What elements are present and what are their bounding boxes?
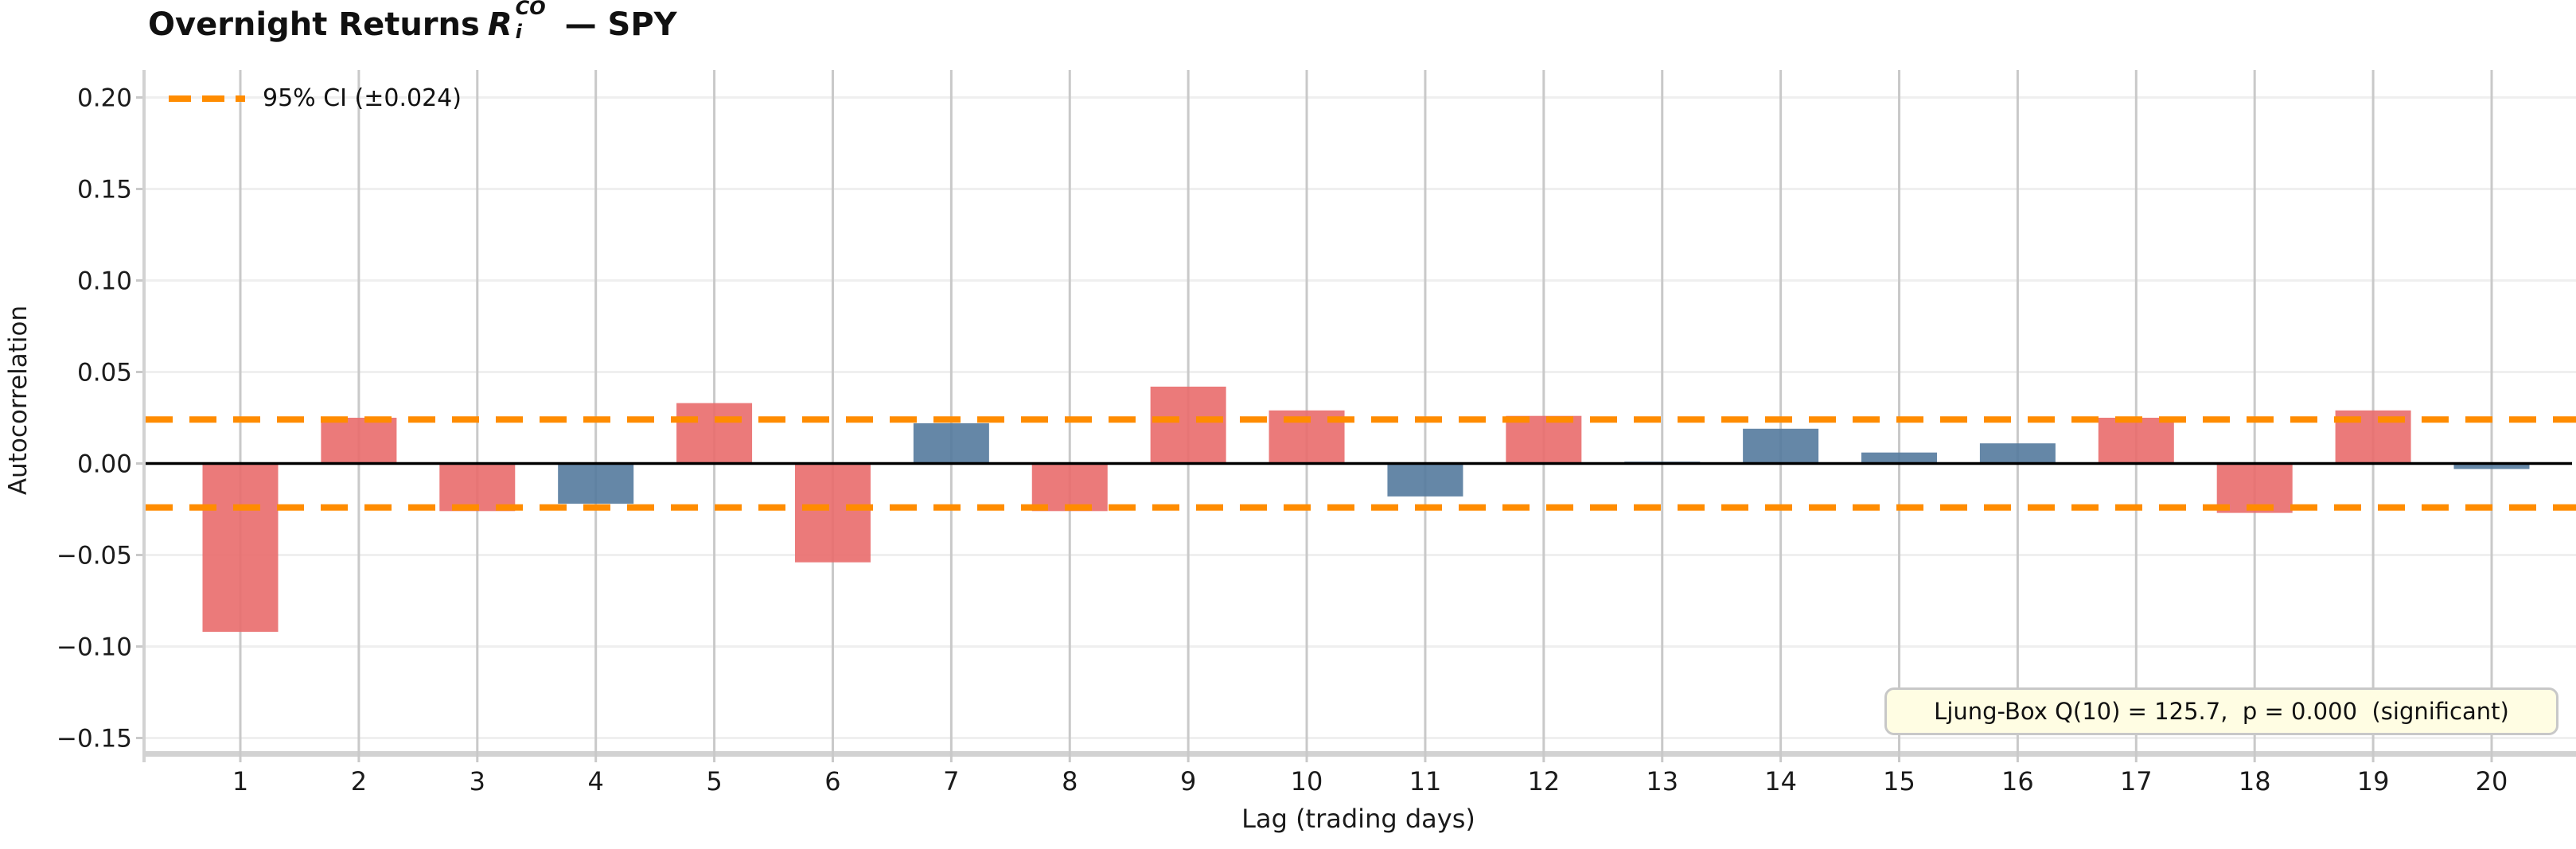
acf-bar-lag-2 <box>321 418 397 464</box>
acf-bar-lag-3 <box>439 463 516 512</box>
x-tick-label: 19 <box>2357 766 2390 796</box>
legend-label: 95% CI (±0.024) <box>263 84 462 112</box>
x-tick-label: 5 <box>706 766 722 796</box>
x-tick-label: 2 <box>351 766 367 796</box>
x-tick-label: 1 <box>232 766 248 796</box>
title-prefix: Overnight Returns <box>148 6 480 43</box>
acf-bar-lag-5 <box>676 403 753 464</box>
y-tick-label: −0.05 <box>57 542 132 571</box>
acf-bar-lag-12 <box>1506 415 1582 464</box>
x-tick-label: 6 <box>824 766 840 796</box>
x-tick-label: 16 <box>2001 766 2034 796</box>
acf-bar-lag-1 <box>202 463 279 633</box>
x-tick-label: 17 <box>2120 766 2153 796</box>
acf-bar-lag-20 <box>2453 463 2530 469</box>
acf-bar-lag-7 <box>913 423 989 464</box>
acf-bar-lag-8 <box>1031 463 1108 512</box>
acf-bar-lag-16 <box>1979 443 2056 464</box>
ci-dash-icon <box>169 95 245 102</box>
x-tick-label: 4 <box>588 766 604 796</box>
y-tick-label: 0.20 <box>77 84 132 113</box>
y-tick-label: 0.00 <box>77 450 132 479</box>
y-axis-spine <box>142 70 146 762</box>
acf-bar-lag-15 <box>1861 452 1938 464</box>
x-tick-label: 9 <box>1180 766 1196 796</box>
legend: 95% CI (±0.024) <box>169 84 462 112</box>
y-tick-label: 0.05 <box>77 359 132 388</box>
x-axis-spine <box>142 751 2576 757</box>
acf-bar-lag-11 <box>1387 463 1463 497</box>
title-r-scripts: CO i <box>515 0 546 41</box>
title-r: R <box>487 6 512 43</box>
x-tick-label: 3 <box>470 766 485 796</box>
x-tick-label: 13 <box>1646 766 1678 796</box>
title-math-symbol: R CO i <box>487 0 546 45</box>
x-tick-label: 7 <box>943 766 959 796</box>
title-suffix: — SPY <box>553 6 677 43</box>
x-tick-label: 20 <box>2476 766 2508 796</box>
y-tick-label: −0.10 <box>57 633 132 662</box>
x-axis-label: Lag (trading days) <box>1241 804 1475 834</box>
x-tick-label: 12 <box>1527 766 1560 796</box>
title-r-subscript: i <box>515 21 522 43</box>
acf-bar-lag-6 <box>794 463 871 563</box>
x-tick-label: 14 <box>1764 766 1797 796</box>
x-tick-label: 15 <box>1883 766 1915 796</box>
y-tick-label: 0.15 <box>77 176 132 204</box>
y-tick-label: 0.10 <box>77 267 132 296</box>
acf-bar-lag-17 <box>2098 418 2174 464</box>
acf-bar-lag-4 <box>558 463 634 504</box>
y-axis-label: Autocorrelation <box>4 305 33 496</box>
y-tick-label: −0.15 <box>57 725 132 754</box>
x-tick-label: 8 <box>1062 766 1078 796</box>
x-tick-label: 11 <box>1409 766 1442 796</box>
x-tick-label: 18 <box>2239 766 2271 796</box>
chart-title: Overnight Returns R CO i — SPY <box>148 0 677 45</box>
acf-bar-lag-9 <box>1150 386 1226 464</box>
title-r-superscript: CO <box>515 0 546 19</box>
x-tick-label: 10 <box>1291 766 1323 796</box>
acf-bar-lag-14 <box>1743 428 1819 464</box>
ljung-box-annotation: Ljung-Box Q(10) = 125.7, p = 0.000 (sign… <box>1884 687 2558 735</box>
